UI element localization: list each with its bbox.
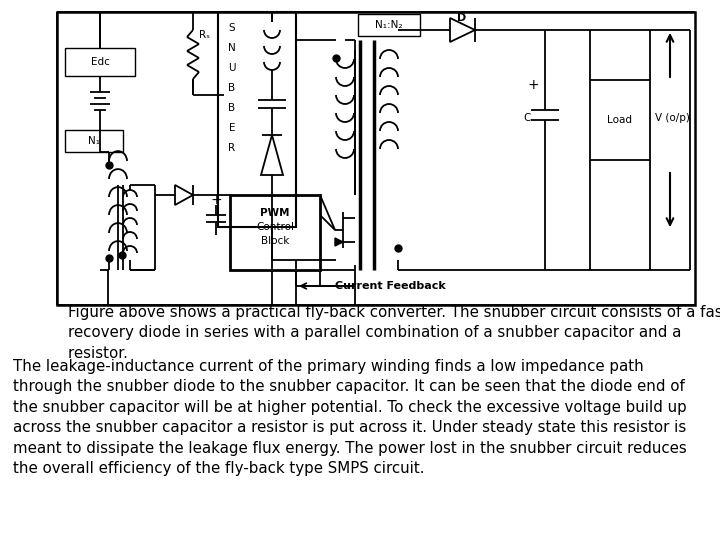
Text: +: + xyxy=(527,78,539,92)
Text: Edc: Edc xyxy=(91,57,109,67)
Text: D: D xyxy=(457,13,467,23)
Text: C: C xyxy=(523,113,531,123)
Bar xyxy=(218,12,296,227)
Text: Load: Load xyxy=(608,115,632,125)
Text: R: R xyxy=(228,143,235,153)
Text: B: B xyxy=(228,83,235,93)
Text: Rₛ: Rₛ xyxy=(199,30,210,40)
Bar xyxy=(65,48,135,76)
Text: N₁: N₁ xyxy=(88,136,100,146)
Text: U: U xyxy=(228,63,235,73)
Text: E: E xyxy=(229,123,235,133)
Text: Current Feedback: Current Feedback xyxy=(335,281,446,291)
Text: The leakage-inductance current of the primary winding finds a low impedance path: The leakage-inductance current of the pr… xyxy=(13,359,687,476)
Text: V (o/p): V (o/p) xyxy=(654,113,690,123)
Text: +: + xyxy=(210,193,222,207)
Polygon shape xyxy=(450,18,475,42)
Polygon shape xyxy=(175,185,193,205)
Text: Control: Control xyxy=(256,222,294,232)
Text: B: B xyxy=(228,103,235,113)
Text: Block: Block xyxy=(261,236,289,246)
Bar xyxy=(358,14,420,36)
Polygon shape xyxy=(335,238,343,246)
Text: S: S xyxy=(229,23,235,33)
Text: N₁:N₂: N₁:N₂ xyxy=(375,20,402,30)
Text: Figure above shows a practical fly-back converter. The snubber circuit consists : Figure above shows a practical fly-back … xyxy=(49,305,720,361)
Polygon shape xyxy=(261,135,283,175)
Bar xyxy=(590,80,650,160)
Bar xyxy=(65,130,123,152)
Text: N: N xyxy=(228,43,236,53)
Bar xyxy=(57,12,695,305)
Bar xyxy=(230,195,320,270)
Text: PWM: PWM xyxy=(260,208,289,218)
